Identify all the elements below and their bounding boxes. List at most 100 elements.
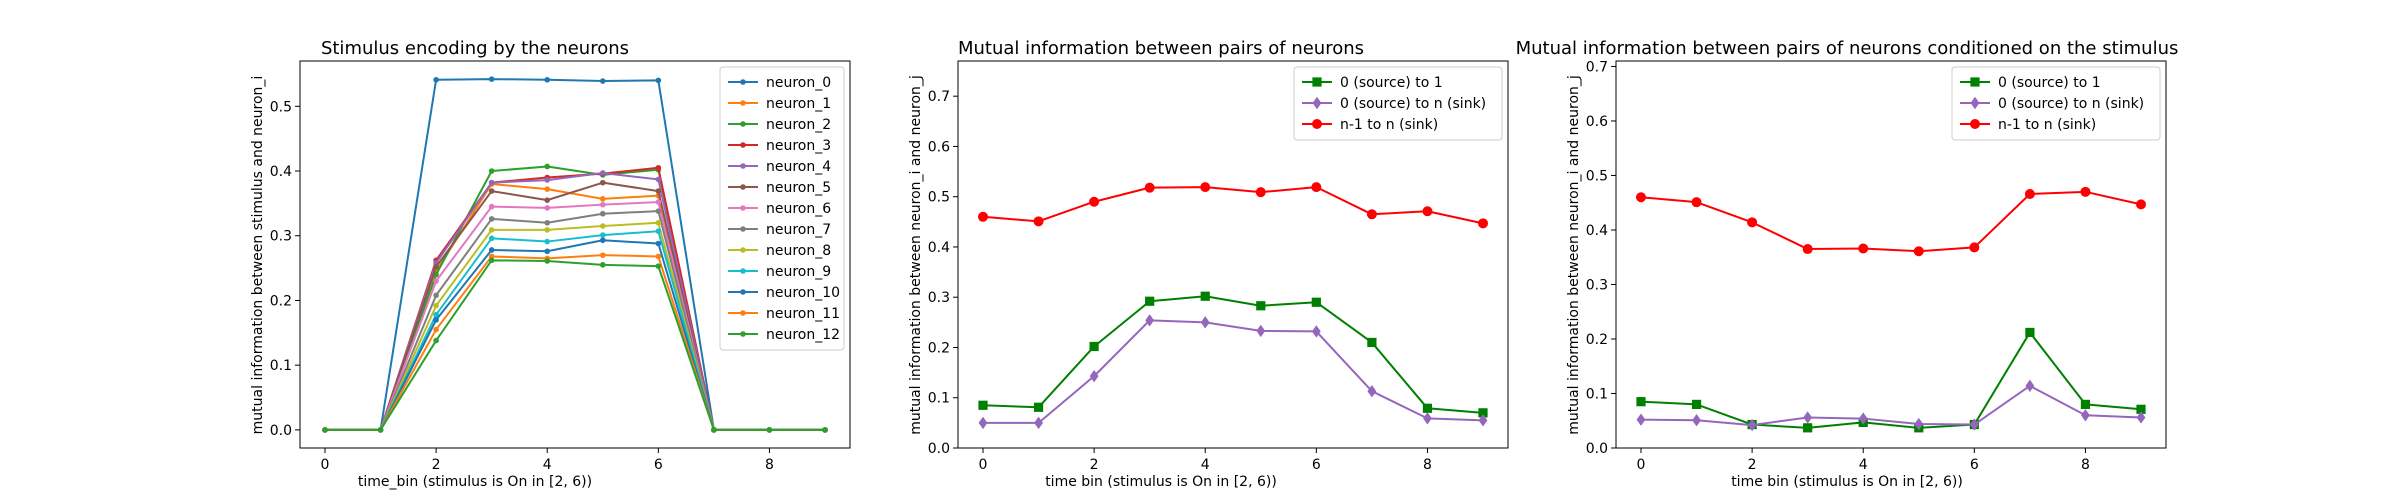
chart-title: Mutual information between pairs of neur… <box>1516 38 2179 59</box>
data-point <box>655 228 662 235</box>
legend-marker <box>740 268 746 274</box>
y-tick-label: 0.1 <box>270 358 292 374</box>
x-tick-label: 8 <box>2081 457 2090 473</box>
data-point <box>1311 182 1322 193</box>
data-point <box>1256 324 1266 338</box>
series-line <box>1640 384 2142 427</box>
legend-box <box>719 66 845 351</box>
legend-entry-0-source-to-n-sink: 0 (source) to n (sink) <box>1960 96 2144 112</box>
legend-entry-n-1-to-n-sink: n-1 to n (sink) <box>1302 117 1438 133</box>
legend-label: neuron_2 <box>766 117 831 133</box>
axes-frame <box>957 60 1509 449</box>
series-neuron-12 <box>322 257 828 433</box>
data-point <box>1422 206 1433 217</box>
legend-entry-0-source-to-1: 0 (source) to 1 <box>1960 75 2101 91</box>
data-point <box>1478 218 1488 229</box>
legend-entry-neuron-11: neuron_11 <box>728 306 840 322</box>
legend-label: neuron_5 <box>766 180 831 196</box>
data-point <box>1747 418 1757 432</box>
data-point <box>1200 316 1210 329</box>
chart-panel-stimulus-encoding: Stimulus encoding by the neurons time_bi… <box>250 38 851 490</box>
series-0-source-to-1 <box>1636 327 2146 433</box>
data-point <box>822 427 828 433</box>
data-point <box>599 170 606 176</box>
data-point <box>1033 216 1044 227</box>
plot-area: 0 2 4 6 8 0.0 0.1 0.2 0.3 0.4 0.5 0.6 0.7 0 (source) … <box>1586 59 2167 473</box>
series-line <box>983 319 1484 424</box>
y-axis-label: mutual information between neuron_i and … <box>1566 75 1582 435</box>
data-point <box>1200 291 1210 301</box>
y-tick-label: 0.2 <box>928 340 950 356</box>
series-line <box>325 259 825 431</box>
data-point <box>1145 314 1155 327</box>
legend-entry-neuron-8: neuron_8 <box>728 243 831 259</box>
y-tick-label: 0.7 <box>1586 59 1608 75</box>
legend-marker <box>740 184 746 190</box>
data-point <box>599 210 606 217</box>
legend-marker <box>740 331 746 337</box>
data-point <box>1422 403 1433 413</box>
data-point <box>1691 197 1702 208</box>
legend-entry-neuron-2: neuron_2 <box>728 117 831 133</box>
data-point <box>544 177 551 183</box>
data-point <box>1423 412 1432 425</box>
data-point <box>1803 423 1813 433</box>
data-point <box>1692 414 1701 427</box>
x-tick-label: 4 <box>1859 457 1868 473</box>
legend-entry-neuron-6: neuron_6 <box>728 201 831 217</box>
data-point <box>1145 296 1155 306</box>
data-point <box>433 337 439 344</box>
legend-entry-neuron-3: neuron_3 <box>728 138 831 154</box>
x-axis-label: time bin (stimulus is On in [2, 6)) <box>1731 474 1963 490</box>
y-tick-label: 0.3 <box>1586 277 1608 293</box>
series-0-source-to-n-sink <box>1636 379 2146 432</box>
data-point <box>2136 199 2146 210</box>
data-point <box>544 258 551 264</box>
x-tick-label: 6 <box>654 457 663 473</box>
axes-frame <box>299 60 851 449</box>
series-line <box>1640 190 2142 253</box>
data-point <box>377 427 384 433</box>
legend-box <box>1951 66 2161 141</box>
data-point <box>1803 411 1813 424</box>
y-tick-label: 0.4 <box>928 240 950 256</box>
legend-label: neuron_9 <box>766 264 831 280</box>
data-point <box>1913 246 1924 257</box>
data-point <box>1691 399 1702 409</box>
data-point <box>2136 411 2146 424</box>
data-point <box>1256 301 1266 311</box>
series-0-source-to-1 <box>978 291 1488 418</box>
x-axis-label: time_bin (stimulus is On in [2, 6)) <box>358 474 592 490</box>
legend-marker <box>1312 119 1322 129</box>
data-point <box>2081 409 2090 422</box>
data-point <box>599 179 606 186</box>
data-point <box>1311 325 1321 338</box>
y-tick-label: 0.6 <box>928 139 950 155</box>
data-point <box>2025 379 2035 393</box>
data-point <box>1478 408 1488 418</box>
data-point <box>599 196 606 202</box>
data-point <box>2024 188 2035 199</box>
plot-area: 0 2 4 6 8 0.0 0.1 0.2 0.3 0.4 0.5 neuron_0 neuron_1n… <box>270 60 851 473</box>
legend-label: 0 (source) to n (sink) <box>1340 96 1486 112</box>
data-point <box>1636 397 1646 407</box>
data-point <box>599 252 606 258</box>
legend-label: neuron_7 <box>766 222 831 238</box>
legend-entry-neuron-9: neuron_9 <box>728 264 831 280</box>
data-point <box>1089 196 1100 207</box>
chart-panel-conditional-mi: Mutual information between pairs of neur… <box>1516 38 2179 490</box>
data-point <box>599 223 606 229</box>
data-point <box>1914 417 1924 431</box>
data-point <box>1366 209 1377 220</box>
legend-label: n-1 to n (sink) <box>1340 117 1438 133</box>
x-axis-label: time bin (stimulus is On in [2, 6)) <box>1045 474 1277 490</box>
legend-label: neuron_8 <box>766 243 831 259</box>
data-point <box>488 168 495 174</box>
data-point <box>655 188 662 194</box>
legend-label: neuron_0 <box>766 75 831 91</box>
legend: 0 (source) to 1 0 (source) to n (sink) n-1… <box>1951 66 2161 141</box>
y-tick-label: 0.0 <box>270 423 292 439</box>
data-point <box>978 400 988 410</box>
data-point <box>544 227 551 233</box>
series-line <box>982 295 1484 414</box>
